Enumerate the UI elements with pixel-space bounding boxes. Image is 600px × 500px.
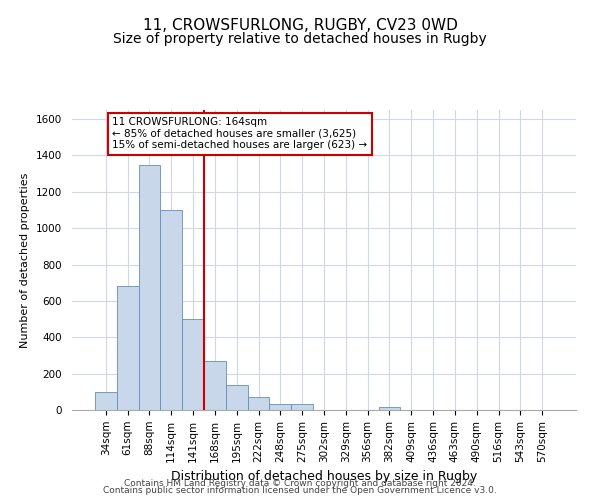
Bar — [269, 404, 291, 410]
Text: 11, CROWSFURLONG, RUGBY, CV23 0WD: 11, CROWSFURLONG, RUGBY, CV23 0WD — [143, 18, 457, 32]
Bar — [139, 164, 160, 410]
Bar — [291, 404, 313, 410]
Bar — [117, 286, 139, 410]
Y-axis label: Number of detached properties: Number of detached properties — [20, 172, 31, 348]
Bar — [160, 210, 182, 410]
X-axis label: Distribution of detached houses by size in Rugby: Distribution of detached houses by size … — [171, 470, 477, 483]
Bar — [182, 319, 204, 410]
Bar — [95, 392, 117, 410]
Bar — [379, 408, 400, 410]
Text: Contains public sector information licensed under the Open Government Licence v3: Contains public sector information licen… — [103, 486, 497, 495]
Text: Size of property relative to detached houses in Rugby: Size of property relative to detached ho… — [113, 32, 487, 46]
Bar — [204, 361, 226, 410]
Text: 11 CROWSFURLONG: 164sqm
← 85% of detached houses are smaller (3,625)
15% of semi: 11 CROWSFURLONG: 164sqm ← 85% of detache… — [112, 118, 367, 150]
Text: Contains HM Land Registry data © Crown copyright and database right 2024.: Contains HM Land Registry data © Crown c… — [124, 478, 476, 488]
Bar — [226, 384, 248, 410]
Bar — [248, 398, 269, 410]
